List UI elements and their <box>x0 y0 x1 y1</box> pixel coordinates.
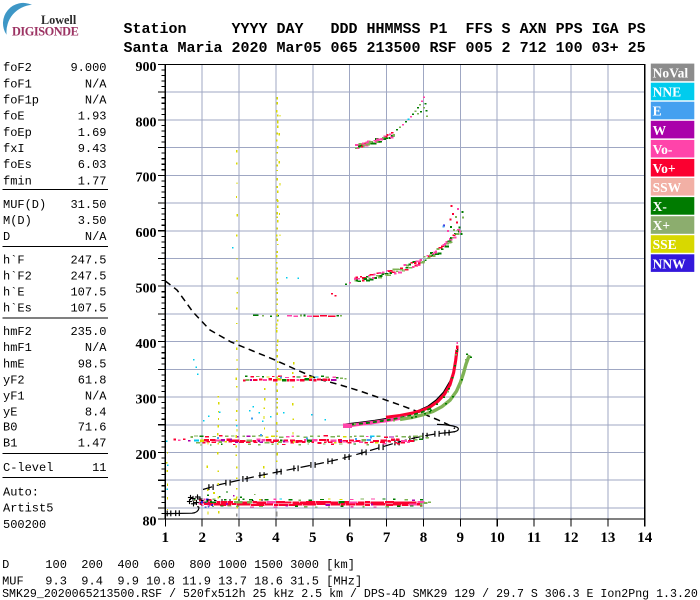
svg-text:M(D): M(D) <box>3 214 32 228</box>
svg-text:h`E: h`E <box>3 286 25 300</box>
svg-text:C-level: C-level <box>3 461 53 475</box>
svg-text:N/A: N/A <box>85 341 107 355</box>
svg-text:W: W <box>653 123 667 138</box>
svg-text:X-: X- <box>653 199 667 214</box>
svg-text:10: 10 <box>490 530 505 546</box>
svg-text:11: 11 <box>92 461 106 475</box>
svg-text:500: 500 <box>136 282 157 297</box>
svg-text:8.4: 8.4 <box>85 406 107 420</box>
svg-text:200: 200 <box>136 448 157 463</box>
svg-text:12: 12 <box>564 530 579 546</box>
svg-text:hmF2: hmF2 <box>3 325 32 339</box>
svg-text:E: E <box>653 104 662 119</box>
svg-text:foEp: foEp <box>3 126 32 140</box>
svg-text:NoVal: NoVal <box>653 66 689 81</box>
svg-text:700: 700 <box>136 171 157 186</box>
svg-text:DIGISONDE: DIGISONDE <box>12 24 79 38</box>
svg-text:hmF1: hmF1 <box>3 341 32 355</box>
svg-text:Santa Maria 2020 Mar05 065 213: Santa Maria 2020 Mar05 065 213500 RSF 00… <box>124 40 646 57</box>
svg-text:600: 600 <box>136 226 157 241</box>
svg-text:NNE: NNE <box>653 85 682 100</box>
svg-text:1.69: 1.69 <box>78 126 107 140</box>
svg-text:NNW: NNW <box>653 256 686 271</box>
svg-text:Lowell: Lowell <box>41 13 77 27</box>
svg-text:9: 9 <box>457 530 465 546</box>
svg-text:80: 80 <box>143 514 157 529</box>
svg-text:300: 300 <box>136 393 157 408</box>
svg-text:D 100 200 400 600 800: D 100 200 400 600 800 1000 1500 3000 [km… <box>2 558 355 572</box>
svg-text:foF2: foF2 <box>3 61 32 75</box>
svg-text:Artist5: Artist5 <box>3 502 53 516</box>
svg-text:foEs: foEs <box>3 158 32 172</box>
svg-text:247.5: 247.5 <box>70 253 106 267</box>
svg-text:1.47: 1.47 <box>78 437 107 451</box>
svg-text:N/A: N/A <box>85 77 107 91</box>
svg-text:11: 11 <box>527 530 541 546</box>
svg-text:B0: B0 <box>3 421 17 435</box>
svg-text:B1: B1 <box>3 437 17 451</box>
svg-text:61.8: 61.8 <box>78 373 107 387</box>
svg-text:500200: 500200 <box>3 518 46 532</box>
svg-text:yE: yE <box>3 406 17 420</box>
svg-text:D: D <box>3 230 10 244</box>
svg-text:9.000: 9.000 <box>70 61 106 75</box>
svg-text:MUF 9.3 9.4 9.9 10.8 11.9: MUF 9.3 9.4 9.9 10.8 11.9 13.7 18.6 31.5… <box>2 575 362 589</box>
svg-text:h`Es: h`Es <box>3 302 32 316</box>
svg-text:4: 4 <box>272 530 280 546</box>
svg-text:13: 13 <box>600 530 615 546</box>
svg-text:247.5: 247.5 <box>70 269 106 283</box>
svg-text:foF1p: foF1p <box>3 93 39 107</box>
svg-text:SSE: SSE <box>653 237 677 252</box>
svg-text:6.03: 6.03 <box>78 158 107 172</box>
svg-text:3: 3 <box>235 530 243 546</box>
svg-text:N/A: N/A <box>85 230 107 244</box>
svg-text:6: 6 <box>346 530 354 546</box>
svg-text:foE: foE <box>3 110 25 124</box>
svg-text:h`F2: h`F2 <box>3 269 32 283</box>
svg-text:5: 5 <box>309 530 317 546</box>
svg-text:3.50: 3.50 <box>78 214 107 228</box>
svg-text:107.5: 107.5 <box>70 286 106 300</box>
svg-text:hmE: hmE <box>3 357 25 371</box>
svg-text:Vo-: Vo- <box>653 142 673 157</box>
svg-text:MUF(D): MUF(D) <box>3 198 46 212</box>
svg-text:1.93: 1.93 <box>78 110 107 124</box>
svg-text:7: 7 <box>383 530 391 546</box>
svg-text:31.50: 31.50 <box>70 198 106 212</box>
svg-text:yF1: yF1 <box>3 390 25 404</box>
svg-text:Station YYYY DAY DDD HHM: Station YYYY DAY DDD HHMMSS P1 FFS S AXN… <box>124 21 646 38</box>
svg-text:h`F: h`F <box>3 253 25 267</box>
svg-text:N/A: N/A <box>85 93 107 107</box>
svg-text:71.6: 71.6 <box>78 421 107 435</box>
svg-text:1.77: 1.77 <box>78 175 107 189</box>
svg-text:400: 400 <box>136 337 157 352</box>
svg-text:900: 900 <box>136 60 157 75</box>
svg-text:yF2: yF2 <box>3 373 25 387</box>
svg-text:fmin: fmin <box>3 175 32 189</box>
svg-text:foF1: foF1 <box>3 77 32 91</box>
svg-text:107.5: 107.5 <box>70 302 106 316</box>
svg-text:8: 8 <box>420 530 428 546</box>
svg-text:235.0: 235.0 <box>70 325 106 339</box>
svg-text:2: 2 <box>198 530 206 546</box>
svg-text:N/A: N/A <box>85 390 107 404</box>
svg-text:fxI: fxI <box>3 142 25 156</box>
svg-text:SMK29_2020065213500.RSF / 520f: SMK29_2020065213500.RSF / 520fx512h 25 k… <box>2 588 698 600</box>
svg-text:1: 1 <box>162 530 170 546</box>
svg-text:Auto:: Auto: <box>3 486 39 500</box>
svg-text:9.43: 9.43 <box>78 142 107 156</box>
svg-text:98.5: 98.5 <box>78 357 107 371</box>
svg-text:14: 14 <box>637 530 653 546</box>
svg-text:SSW: SSW <box>653 180 682 195</box>
svg-text:800: 800 <box>136 115 157 130</box>
svg-text:Vo+: Vo+ <box>653 161 676 176</box>
svg-text:X+: X+ <box>653 218 670 233</box>
